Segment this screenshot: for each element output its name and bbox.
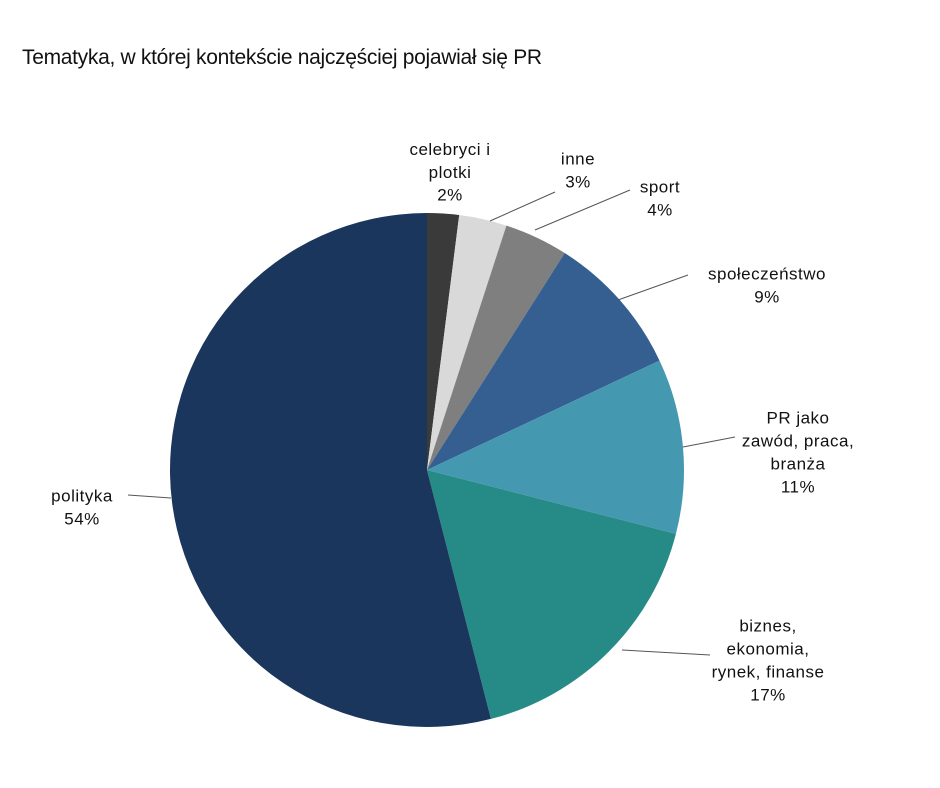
value-label: 2% [437, 185, 463, 205]
value-label: 9% [754, 287, 780, 306]
leader-line [621, 649, 711, 656]
value-label: 4% [647, 200, 673, 219]
leader-line [489, 191, 556, 222]
slice-label: celebryci i plotki [409, 139, 491, 182]
leader-line [682, 436, 736, 448]
pie-slice [427, 213, 460, 470]
value-label: 3% [565, 172, 591, 191]
slice-label: inne [560, 149, 596, 168]
pie-slice [427, 225, 565, 470]
slice-label: sport [639, 177, 681, 196]
slice-label: PR jako zawód, praca, branża [741, 408, 855, 473]
leader-line [617, 274, 689, 301]
pie-slice [427, 470, 676, 719]
pie-slice [427, 215, 507, 470]
slice-label: polityka [51, 486, 113, 505]
pie-slice [169, 213, 491, 727]
pie-slice [427, 360, 684, 534]
slice-label: biznes, ekonomia, rynek, finanse [711, 616, 825, 681]
leader-line [127, 494, 172, 499]
chart-title: Tematyka, w której kontekście najczęście… [22, 46, 542, 69]
leader-line [534, 189, 631, 231]
value-label: 54% [64, 509, 100, 528]
value-label: 11% [780, 477, 816, 496]
pie-slice [427, 253, 660, 470]
slice-label: społeczeństwo [707, 264, 827, 283]
value-label: 17% [750, 685, 786, 704]
